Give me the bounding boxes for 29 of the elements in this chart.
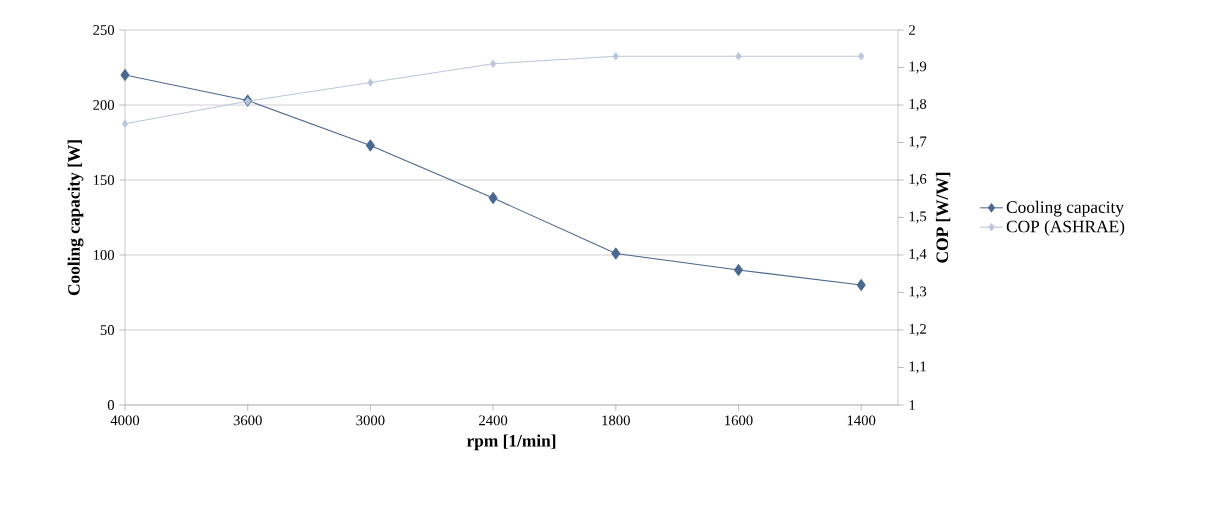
y-axis-title: Cooling capacity [W]: [67, 140, 84, 296]
y2-tick-label: 1,9: [909, 61, 927, 74]
x-tick-label: 2400: [479, 415, 508, 426]
y2-tick-label: 1,8: [909, 99, 927, 112]
x-tick-label: 1800: [602, 415, 630, 426]
y2-tick-label: 1,3: [909, 286, 927, 299]
y-tick-label: 200: [93, 100, 115, 110]
y2-tick-label: 1,1: [909, 361, 926, 374]
legend-label: COP (ASHRAE): [1006, 220, 1125, 236]
y2-tick-label: 1,2: [909, 324, 926, 336]
y-tick-label: 50: [100, 325, 115, 335]
x-tick-label: 3000: [356, 415, 385, 426]
y2-tick-label: 1,5: [909, 211, 927, 224]
y-tick-label: 0: [107, 400, 115, 410]
y2-tick-label: 1,7: [909, 136, 927, 149]
x-tick-label: 3600: [233, 415, 262, 426]
x-tick-label: 1400: [847, 415, 876, 426]
y2-tick-label: 1,6: [909, 174, 927, 186]
y2-tick-label: 1: [909, 400, 915, 410]
y2-tick-label: 2: [909, 25, 915, 35]
y-tick-label: 150: [93, 175, 115, 185]
y-tick-label: 250: [93, 25, 115, 35]
legend-label: Cooling capacity: [1006, 200, 1124, 217]
y-tick-label: 100: [93, 250, 115, 260]
x-tick-label: 4000: [110, 415, 140, 426]
x-axis-title: rpm [1/min]: [466, 434, 556, 451]
y2-tick-label: 1,4: [909, 249, 927, 261]
x-tick-label: 1600: [725, 415, 753, 426]
y2-axis-title: COP [W/W]: [935, 172, 951, 263]
